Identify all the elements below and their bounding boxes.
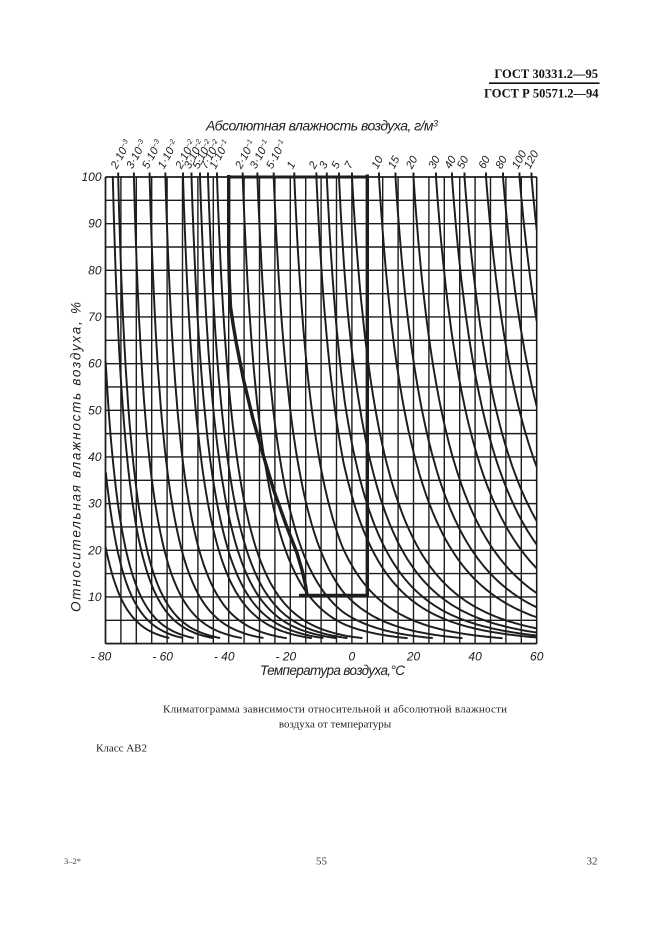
- svg-text:60: 60: [530, 650, 544, 664]
- svg-text:40: 40: [468, 650, 482, 664]
- svg-text:ГОСТ 30331.2—95: ГОСТ 30331.2—95: [494, 67, 598, 81]
- svg-text:- 40: - 40: [214, 650, 235, 664]
- svg-text:50: 50: [88, 403, 102, 417]
- svg-text:- 60: - 60: [152, 650, 173, 664]
- svg-text:32: 32: [587, 856, 598, 868]
- svg-text:10: 10: [370, 154, 387, 171]
- svg-text:30: 30: [88, 497, 102, 511]
- svg-text:50: 50: [455, 154, 472, 171]
- svg-text:70: 70: [88, 310, 102, 324]
- svg-text:ГОСТ Р 50571.2—94: ГОСТ Р 50571.2—94: [484, 87, 599, 101]
- svg-text:100: 100: [81, 170, 101, 184]
- svg-text:20: 20: [404, 154, 421, 172]
- svg-text:Климатограмма зависимости отно: Климатограмма зависимости относительной …: [163, 704, 507, 716]
- svg-text:- 20: - 20: [275, 650, 296, 664]
- svg-text:40: 40: [443, 154, 460, 171]
- svg-text:20: 20: [87, 543, 102, 557]
- svg-text:60: 60: [477, 154, 494, 171]
- svg-text:Относительная влажность воздух: Относительная влажность воздуха, %: [69, 302, 84, 612]
- svg-text:30: 30: [427, 154, 444, 171]
- svg-text:Класс АВ2: Класс АВ2: [96, 743, 147, 755]
- svg-text:60: 60: [88, 357, 102, 371]
- svg-text:3–2*: 3–2*: [64, 856, 81, 866]
- svg-text:80: 80: [88, 263, 102, 277]
- svg-text:0: 0: [349, 650, 356, 664]
- svg-text:- 80: - 80: [91, 650, 112, 664]
- svg-text:15: 15: [386, 154, 403, 171]
- svg-text:1: 1: [285, 160, 299, 171]
- svg-text:Температура воздуха,°С: Температура воздуха,°С: [260, 663, 405, 678]
- svg-text:Абсолютная влажность воздуха,: Абсолютная влажность воздуха, г/м3: [205, 118, 438, 134]
- svg-text:40: 40: [88, 450, 102, 464]
- svg-text:10: 10: [88, 590, 102, 604]
- svg-text:5: 5: [330, 159, 344, 171]
- svg-text:3: 3: [317, 159, 331, 171]
- svg-text:90: 90: [88, 217, 102, 231]
- svg-text:7: 7: [343, 159, 357, 171]
- svg-text:80: 80: [494, 154, 511, 171]
- svg-text:воздуха от температуры: воздуха от температуры: [279, 719, 392, 731]
- svg-text:20: 20: [406, 650, 421, 664]
- svg-text:55: 55: [316, 856, 328, 868]
